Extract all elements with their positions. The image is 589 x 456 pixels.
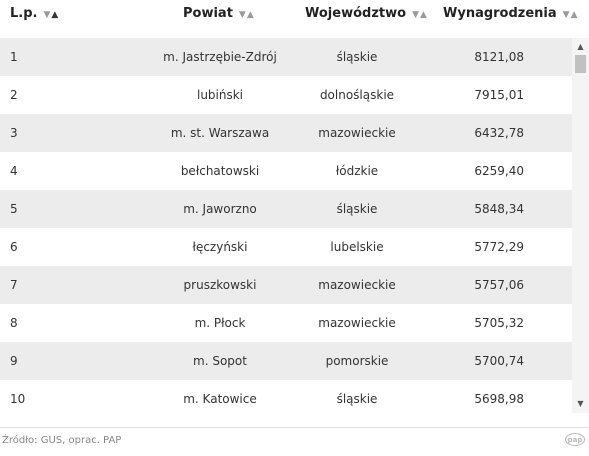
- cell-lp: 2: [10, 88, 18, 102]
- column-header-powiat[interactable]: Powiat ▼▲: [183, 4, 255, 24]
- cell-lp: 9: [10, 354, 18, 368]
- table-row: 2 lubiński dolnośląskie 7915,01: [0, 76, 572, 114]
- table-row: 9 m. Sopot pomorskie 5700,74: [0, 342, 572, 380]
- cell-wojewodztwo: mazowieckie: [318, 126, 396, 140]
- table-body: 1 m. Jastrzębie-Zdrój śląskie 8121,08 2 …: [0, 38, 589, 418]
- table-row: 6 łęczyński lubelskie 5772,29: [0, 228, 572, 266]
- scrollbar-thumb[interactable]: [575, 55, 586, 73]
- cell-powiat: m. Jaworzno: [183, 202, 257, 216]
- cell-lp: 10: [10, 392, 26, 406]
- column-header-label: L.p.: [10, 6, 38, 21]
- table-header: L.p. ▼▲ Powiat ▼▲ Województwo ▼▲ Wynagrodze…: [0, 0, 589, 38]
- cell-powiat: lubiński: [196, 88, 244, 102]
- cell-wynagrodzenia: 6259,40: [474, 164, 524, 178]
- cell-lp: 3: [10, 126, 18, 140]
- cell-wojewodztwo: śląskie: [336, 202, 378, 216]
- column-header-wojewodztwo[interactable]: Województwo ▼▲: [305, 4, 428, 24]
- sort-arrows-icon[interactable]: ▼▲: [238, 10, 255, 20]
- table-row: 5 m. Jaworzno śląskie 5848,34: [0, 190, 572, 228]
- sort-arrows-icon[interactable]: ▼▲: [43, 10, 60, 20]
- cell-wynagrodzenia: 7915,01: [474, 88, 524, 102]
- cell-powiat: bełchatowski: [180, 164, 260, 178]
- cell-wojewodztwo: lubelskie: [330, 240, 384, 254]
- table-row: 3 m. st. Warszawa mazowieckie 6432,78: [0, 114, 572, 152]
- pap-logo-icon: pap: [565, 433, 585, 446]
- cell-wojewodztwo: śląskie: [336, 50, 378, 64]
- pap-logo-text: pap: [568, 436, 583, 444]
- cell-wojewodztwo: mazowieckie: [318, 278, 396, 292]
- cell-wynagrodzenia: 8121,08: [474, 50, 524, 64]
- table-row: 4 bełchatowski łódzkie 6259,40: [0, 152, 572, 190]
- cell-wynagrodzenia: 5705,32: [474, 316, 524, 330]
- cell-lp: 6: [10, 240, 18, 254]
- cell-powiat: łęczyński: [192, 240, 248, 254]
- cell-wojewodztwo: mazowieckie: [318, 316, 396, 330]
- column-header-label: Powiat: [183, 6, 233, 21]
- cell-wojewodztwo: śląskie: [336, 392, 378, 406]
- cell-powiat: pruszkowski: [183, 278, 257, 292]
- source-note: Źródło: GUS, oprac. PAP: [2, 435, 122, 446]
- cell-powiat: m. Płock: [194, 316, 246, 330]
- cell-lp: 8: [10, 316, 18, 330]
- cell-lp: 5: [10, 202, 18, 216]
- cell-wojewodztwo: łódzkie: [335, 164, 379, 178]
- scroll-up-arrow-icon[interactable]: ▲: [577, 42, 584, 51]
- cell-lp: 7: [10, 278, 18, 292]
- cell-powiat: m. st. Warszawa: [170, 126, 270, 140]
- sort-arrows-icon[interactable]: ▼▲: [412, 10, 428, 20]
- footer-divider: [0, 427, 589, 428]
- cell-lp: 1: [10, 50, 18, 64]
- column-header-label: Wynagrodzenia: [443, 6, 557, 21]
- column-header-lp[interactable]: L.p. ▼▲: [10, 4, 59, 24]
- cell-wynagrodzenia: 5757,06: [474, 278, 524, 292]
- cell-wynagrodzenia: 6432,78: [474, 126, 524, 140]
- cell-wynagrodzenia: 5698,98: [474, 392, 524, 406]
- table-row: 10 m. Katowice śląskie 5698,98: [0, 380, 572, 418]
- cell-powiat: m. Katowice: [183, 392, 257, 406]
- vertical-scrollbar[interactable]: ▲ ▼: [572, 38, 589, 413]
- sort-arrows-icon[interactable]: ▼▲: [562, 10, 579, 20]
- table-row: 8 m. Płock mazowieckie 5705,32: [0, 304, 572, 342]
- cell-wojewodztwo: pomorskie: [325, 354, 389, 368]
- column-header-label: Województwo: [305, 6, 407, 21]
- cell-wynagrodzenia: 5772,29: [474, 240, 524, 254]
- cell-wojewodztwo: dolnośląskie: [319, 88, 395, 102]
- cell-powiat: m. Sopot: [193, 354, 247, 368]
- scroll-down-arrow-icon[interactable]: ▼: [577, 399, 584, 408]
- cell-wynagrodzenia: 5848,34: [474, 202, 524, 216]
- cell-wynagrodzenia: 5700,74: [474, 354, 524, 368]
- table-row: 1 m. Jastrzębie-Zdrój śląskie 8121,08: [0, 38, 572, 76]
- cell-powiat: m. Jastrzębie-Zdrój: [163, 50, 277, 64]
- cell-lp: 4: [10, 164, 18, 178]
- table-row: 7 pruszkowski mazowieckie 5757,06: [0, 266, 572, 304]
- column-header-wynagrodzenia[interactable]: Wynagrodzenia ▼▲: [443, 4, 579, 24]
